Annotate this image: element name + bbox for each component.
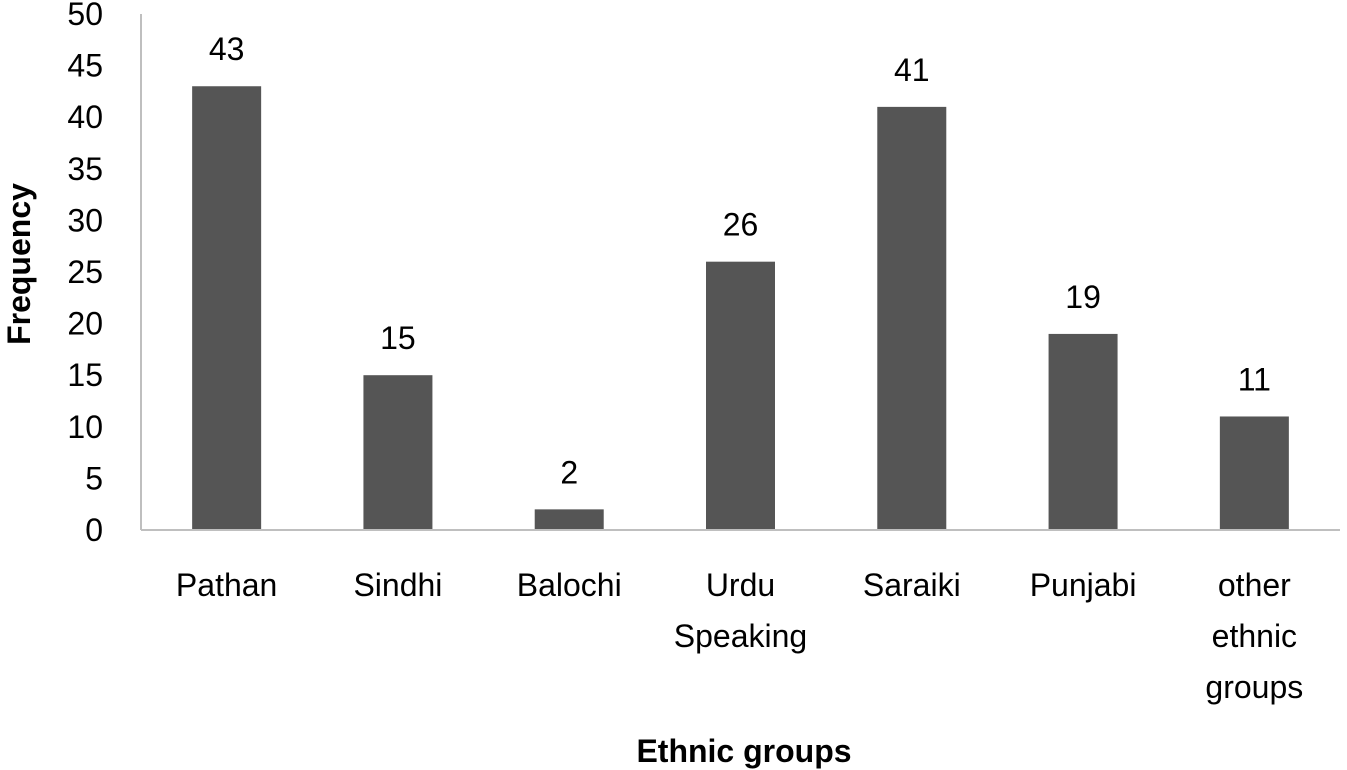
- x-axis-title: Ethnic groups: [636, 733, 851, 769]
- data-label: 15: [380, 320, 416, 356]
- data-labels: 43 15 2 26 41 19 11: [209, 31, 1271, 490]
- bar: [877, 106, 947, 530]
- data-label: 2: [560, 454, 578, 490]
- x-tick-label: Sindhi: [353, 567, 442, 603]
- x-tick-label: Urdu Speaking: [674, 567, 807, 654]
- y-tick-label: 5: [85, 460, 103, 496]
- data-label: 41: [894, 52, 930, 88]
- bar: [1219, 416, 1289, 530]
- x-tick-label: other ethnic groups: [1205, 567, 1303, 705]
- data-label: 26: [723, 207, 759, 243]
- y-tick-label: 15: [67, 357, 103, 393]
- bar: [534, 509, 604, 530]
- y-tick-label: 50: [67, 0, 103, 32]
- data-label: 19: [1065, 279, 1101, 315]
- y-tick-label: 40: [67, 99, 103, 135]
- y-tick-label: 45: [67, 48, 103, 84]
- y-tick-label: 10: [67, 409, 103, 445]
- bars: [192, 86, 1289, 531]
- x-tick-label: Balochi: [517, 567, 622, 603]
- x-tick-label: Punjabi: [1030, 567, 1137, 603]
- category-labels: Pathan Sindhi Balochi Urdu Speaking Saraiki Pu…: [176, 567, 1303, 705]
- y-tick-label: 30: [67, 202, 103, 238]
- data-label: 11: [1238, 361, 1271, 397]
- bar: [363, 375, 433, 530]
- y-axis-ticks: 0 5 10 15 20 25 30 35 40 45 50: [67, 0, 103, 548]
- bar: [706, 261, 775, 530]
- x-tick-label: Pathan: [176, 567, 277, 603]
- y-tick-label: 20: [67, 306, 103, 342]
- y-axis-title: Frequency: [1, 183, 37, 345]
- y-tick-label: 35: [67, 151, 103, 187]
- y-tick-label: 0: [85, 512, 103, 548]
- x-tick-label: Saraiki: [863, 567, 961, 603]
- y-tick-label: 25: [67, 254, 103, 290]
- data-label: 43: [209, 31, 245, 67]
- bar: [1048, 333, 1118, 530]
- bar: [192, 86, 262, 531]
